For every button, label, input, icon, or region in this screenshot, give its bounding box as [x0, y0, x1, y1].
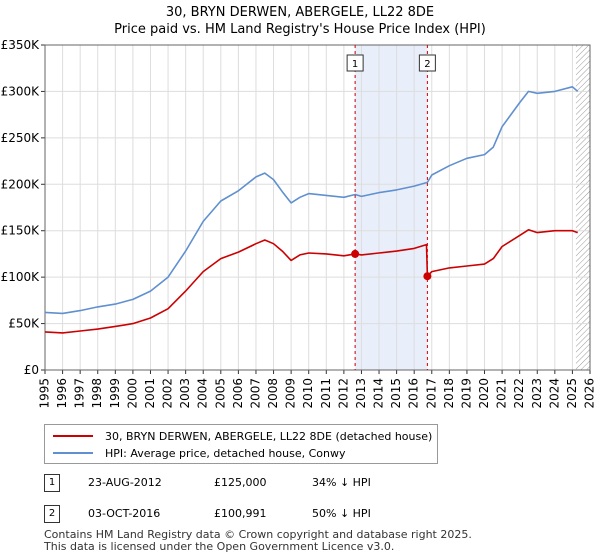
- x-tick-label: 2024: [547, 378, 561, 409]
- y-tick-label: £350K: [1, 38, 41, 52]
- hatched-region: [575, 45, 590, 370]
- sale-marker-box: [418, 54, 436, 72]
- y-tick-label: £100K: [1, 270, 41, 284]
- x-tick-label: 2019: [459, 378, 473, 409]
- chart-legend: 30, BRYN DERWEN, ABERGELE, LL22 8DE (det…: [44, 424, 438, 464]
- x-tick-label: 2015: [389, 378, 403, 409]
- legend-item-hpi: HPI: Average price, detached house, Conw…: [53, 444, 346, 462]
- x-tick-label: 2013: [354, 378, 368, 409]
- x-tick-label: 1996: [55, 378, 69, 409]
- chart-title: 30, BRYN DERWEN, ABERGELE, LL22 8DE Pric…: [0, 4, 600, 38]
- y-tick-label: £150K: [1, 224, 41, 238]
- sale-date: 23-AUG-2012: [88, 476, 162, 489]
- footer-line2: This data is licensed under the Open Gov…: [44, 540, 395, 553]
- footer-line1: Contains HM Land Registry data © Crown c…: [44, 528, 472, 541]
- legend-item-property: 30, BRYN DERWEN, ABERGELE, LL22 8DE (det…: [53, 427, 432, 445]
- price-chart: £0 £50K £100K £150K £200K £250K £300K £350K 1995…: [1, 38, 597, 409]
- legend-swatch-hpi: [53, 452, 93, 454]
- sale-marker-box: [346, 54, 364, 72]
- x-tick-label: 2006: [231, 378, 245, 409]
- x-tick-label: 2026: [583, 378, 597, 409]
- sale-point: [423, 272, 432, 281]
- x-tick-label: 2012: [336, 378, 350, 409]
- property-price-line: [44, 229, 578, 334]
- x-tick-label: 2011: [319, 378, 333, 409]
- hpi-line: [44, 86, 579, 315]
- x-tick-label: 2014: [372, 378, 386, 409]
- x-tick-label: 2017: [424, 378, 438, 409]
- y-tick-label: £50K: [8, 317, 40, 331]
- x-tick-label: 2010: [301, 378, 315, 409]
- sale-marker-label: 1: [352, 59, 358, 70]
- x-tick-label: 1999: [108, 378, 122, 409]
- chart-title-line1: 30, BRYN DERWEN, ABERGELE, LL22 8DE: [165, 5, 435, 20]
- legend-label-hpi: HPI: Average price, detached house, Conw…: [105, 446, 346, 460]
- x-tick-label: 2008: [266, 378, 280, 409]
- x-tick-label: 2009: [284, 378, 298, 409]
- x-tick-label: 2004: [196, 378, 210, 409]
- legend-swatch-property: [53, 435, 93, 437]
- x-tick-label: 2003: [178, 378, 192, 409]
- footer-attribution: Contains HM Land Registry data © Crown c…: [44, 529, 472, 553]
- sale-hpi-diff: 34% ↓ HPI: [312, 476, 371, 489]
- y-tick-label: £250K: [1, 131, 41, 145]
- x-tick-label: 2016: [407, 378, 421, 409]
- sale-hpi-diff: 50% ↓ HPI: [312, 507, 371, 520]
- sale-number-badge: 1: [44, 474, 60, 492]
- y-tick-label: £200K: [1, 177, 41, 191]
- x-tick-label: 2021: [495, 378, 509, 409]
- shaded-region: [355, 45, 428, 370]
- sale-price: £100,991: [214, 507, 267, 520]
- x-tick-label: 2007: [248, 378, 262, 409]
- x-tick-label: 2023: [530, 378, 544, 409]
- sale-price: £125,000: [214, 476, 267, 489]
- x-tick-label: 2002: [161, 378, 175, 409]
- x-tick-label: 2025: [565, 378, 579, 409]
- x-tick-label: 1998: [90, 378, 104, 409]
- x-tick-label: 2022: [512, 378, 526, 409]
- y-tick-label: £300K: [1, 84, 41, 98]
- x-tick-label: 2018: [442, 378, 456, 409]
- x-tick-label: 2000: [125, 378, 139, 409]
- x-tick-label: 2001: [143, 378, 157, 409]
- x-tick-label: 2020: [477, 378, 491, 409]
- x-tick-label: 1995: [38, 378, 52, 409]
- x-tick-label: 1997: [73, 378, 87, 409]
- plot-frame: [44, 44, 591, 371]
- legend-label-property: 30, BRYN DERWEN, ABERGELE, LL22 8DE (det…: [105, 429, 433, 443]
- chart-title-line2: Price paid vs. HM Land Registry's House …: [114, 22, 486, 37]
- x-tick-label: 2005: [213, 378, 227, 409]
- y-tick-label: £0: [24, 363, 39, 377]
- sale-number-badge: 2: [44, 505, 60, 523]
- sale-marker-label: 2: [424, 59, 430, 70]
- sale-date: 03-OCT-2016: [88, 507, 161, 520]
- sale-point: [351, 249, 360, 258]
